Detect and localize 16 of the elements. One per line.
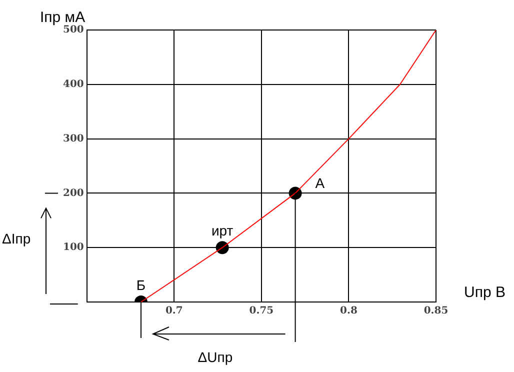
- x-tick-label: 0.85: [424, 306, 448, 317]
- x-tick-label: 0.7: [165, 306, 183, 317]
- text: ΔUпр: [198, 349, 233, 365]
- annotation: Б: [136, 277, 146, 293]
- y-tick-label: 200: [63, 188, 84, 199]
- x-tick-label: 0.8: [340, 306, 358, 317]
- y-tick-label: 300: [63, 133, 84, 144]
- y-tick-label: 100: [63, 242, 84, 254]
- x-tick-label: 0.75: [249, 306, 274, 317]
- x-axis-title: Uпр В: [464, 284, 506, 301]
- annotation: A: [315, 175, 326, 192]
- y-tick-label: 400: [63, 78, 84, 90]
- y-axis-title: Iпр мА: [40, 9, 86, 26]
- y-tick-label: 500: [63, 24, 84, 36]
- annotation: ирт: [211, 222, 234, 239]
- text: ΔIпр: [2, 230, 31, 247]
